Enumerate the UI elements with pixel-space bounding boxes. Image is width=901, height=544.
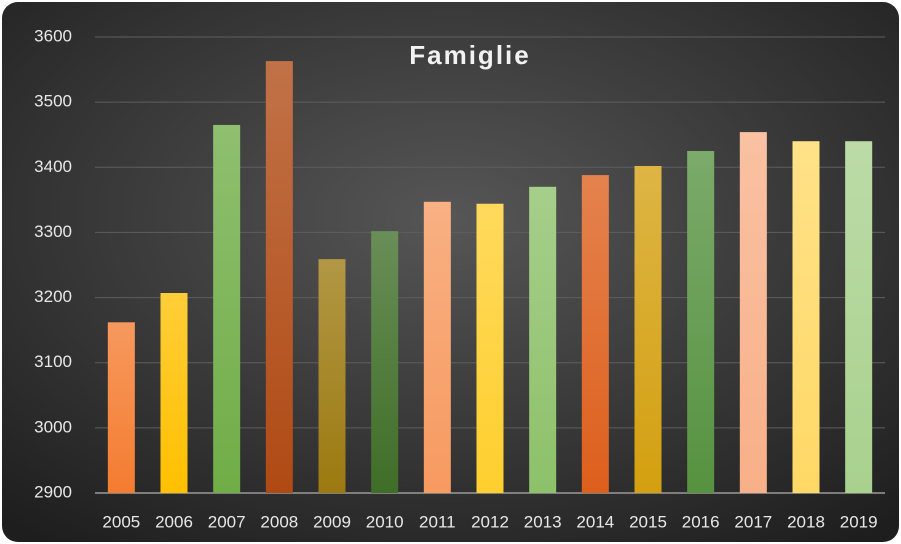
bar-shine <box>529 186 557 494</box>
bar-shine <box>423 201 451 493</box>
y-tick-label: 3000 <box>34 417 72 436</box>
bar-shine <box>581 175 609 494</box>
x-tick-label: 2016 <box>682 512 720 531</box>
chart-title: Famiglie <box>409 40 530 70</box>
y-tick-label: 3500 <box>34 92 72 111</box>
bar-shine <box>845 141 873 493</box>
x-tick-label: 2019 <box>840 512 878 531</box>
x-tick-label: 2008 <box>260 512 298 531</box>
y-tick-label: 3600 <box>34 26 72 45</box>
y-tick-label: 3400 <box>34 157 72 176</box>
bar-shine <box>687 151 715 493</box>
bar-shine <box>792 141 820 493</box>
x-tick-label: 2010 <box>366 512 404 531</box>
bar-shine <box>213 124 241 493</box>
bar-shine <box>160 293 188 493</box>
x-tick-label: 2005 <box>102 512 140 531</box>
bar-shine <box>371 231 399 493</box>
x-tick-label: 2014 <box>576 512 614 531</box>
bar-shine <box>634 165 662 494</box>
y-tick-label: 3200 <box>34 287 72 306</box>
y-tick-label: 3100 <box>34 352 72 371</box>
bar-shine <box>739 132 767 493</box>
y-tick-label: 2900 <box>34 482 72 501</box>
x-tick-label: 2018 <box>787 512 825 531</box>
x-tick-label: 2017 <box>734 512 772 531</box>
x-tick-label: 2006 <box>155 512 193 531</box>
bar-shine <box>476 203 504 493</box>
y-tick-label: 3300 <box>34 222 72 241</box>
x-tick-label: 2011 <box>419 512 456 531</box>
x-tick-label: 2012 <box>471 512 509 531</box>
bar-shine <box>318 259 346 493</box>
bar-shine <box>107 322 135 493</box>
bar-shine <box>265 61 293 494</box>
x-tick-label: 2013 <box>524 512 562 531</box>
x-tick-label: 2007 <box>208 512 246 531</box>
x-tick-label: 2015 <box>629 512 667 531</box>
x-tick-label: 2009 <box>313 512 351 531</box>
